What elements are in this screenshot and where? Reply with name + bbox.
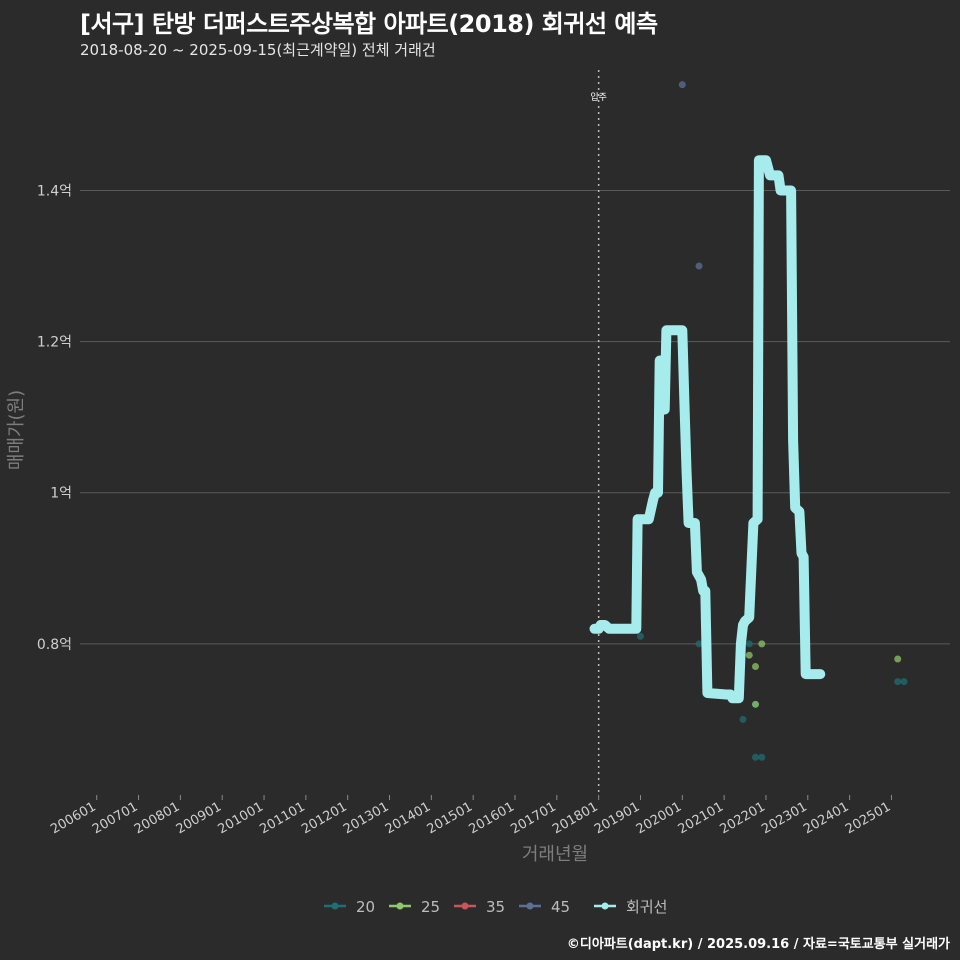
scatter-point-25 (758, 640, 766, 648)
x-tick-label: 202001 (634, 799, 684, 837)
scatter-point-25 (752, 700, 760, 708)
scatter-point-20 (739, 715, 747, 723)
y-tick-label: 1.2억 (37, 335, 72, 351)
legend-label: 35 (486, 898, 505, 916)
legend-item-35: 35 (454, 898, 505, 916)
legend-item-25: 25 (389, 898, 440, 916)
scatter-point-25 (894, 655, 902, 663)
annotation-layer: 입주 (590, 70, 607, 795)
x-tick-label: 202301 (759, 799, 809, 837)
x-tick-label: 202101 (676, 799, 726, 837)
x-tick-label: 201501 (425, 799, 475, 837)
x-tick-label: 202401 (801, 799, 851, 837)
legend-item-20: 20 (324, 898, 375, 916)
x-axis-ticks: 2006012007012008012009012010012011012012… (48, 795, 893, 837)
chart-subtitle: 2018-08-20 ~ 2025-09-15(최근계약일) 전체 거래건 (80, 41, 436, 59)
y-tick-label: 1억 (50, 486, 72, 502)
x-tick-label: 201301 (341, 799, 391, 837)
scatter-point-20 (636, 632, 644, 640)
legend-label: 회귀선 (626, 898, 667, 916)
x-tick-label: 202201 (717, 799, 767, 837)
legend-swatch-dot (331, 902, 339, 910)
x-tick-label: 201401 (383, 799, 433, 837)
scatter-point-20 (758, 753, 766, 761)
legend-swatch-dot (396, 902, 404, 910)
scatter-point-45 (695, 262, 703, 270)
legend-swatch-dot (601, 902, 609, 910)
x-tick-label: 201001 (216, 799, 266, 837)
x-tick-label: 200801 (132, 799, 182, 837)
legend-label: 20 (356, 898, 375, 916)
scatter-point-25 (752, 663, 760, 671)
move-in-label: 입주 (590, 91, 607, 103)
scatter-point-20 (894, 678, 902, 686)
regression-line (589, 155, 826, 704)
x-tick-label: 202501 (843, 799, 893, 837)
x-tick-label: 201701 (508, 799, 558, 837)
scatter-point-25 (745, 651, 753, 659)
x-tick-label: 201601 (467, 799, 517, 837)
legend-item-45: 45 (519, 898, 570, 916)
points-layer (636, 81, 908, 761)
chart-title: [서구] 탄방 더퍼스트주상복합 아파트(2018) 회귀선 예측 (80, 10, 658, 38)
legend-swatch-dot (461, 902, 469, 910)
scatter-point-20 (745, 640, 753, 648)
scatter-point-20 (752, 753, 760, 761)
legend-label: 25 (421, 898, 440, 916)
x-tick-label: 201801 (550, 799, 600, 837)
x-tick-label: 201101 (257, 799, 307, 837)
legend-swatch-dot (526, 902, 534, 910)
legend: 20 25 35 45 회귀선 (324, 898, 667, 916)
legend-item-회귀선: 회귀선 (594, 898, 667, 916)
regression-line-layer (589, 155, 826, 704)
scatter-point-20 (695, 640, 703, 648)
x-tick-label: 201901 (592, 799, 642, 837)
x-axis-title: 거래년월 (522, 844, 588, 865)
x-tick-label: 200701 (90, 799, 140, 837)
footer-credit: ©디아파트(dapt.kr) / 2025.09.16 / 자료=국토교통부 실… (566, 937, 950, 952)
grid-layer (80, 189, 950, 645)
y-tick-label: 0.8억 (37, 637, 72, 653)
legend-label: 45 (551, 898, 570, 916)
x-tick-label: 201201 (299, 799, 349, 837)
y-axis-ticks: 0.8억 1억 1.2억 1.4억 (37, 183, 72, 652)
x-tick-label: 200601 (48, 799, 98, 837)
scatter-point-45 (678, 81, 686, 89)
scatter-point-20 (900, 678, 908, 686)
y-tick-label: 1.4억 (37, 183, 72, 199)
y-axis-title: 매매가(원) (6, 390, 27, 470)
x-tick-label: 200901 (174, 799, 224, 837)
